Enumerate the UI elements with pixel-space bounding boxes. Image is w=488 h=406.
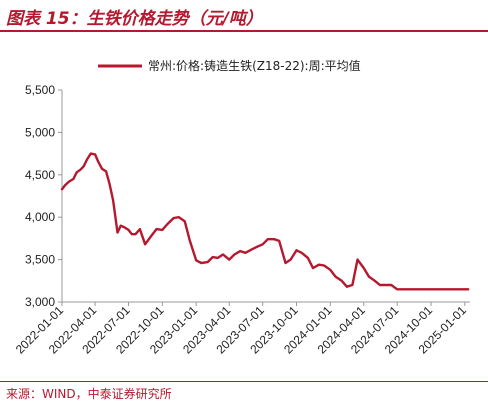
y-tick-label: 4,500: [25, 168, 55, 182]
data-point: [401, 288, 403, 290]
data-point: [72, 178, 74, 180]
y-tick-label: 4,000: [25, 210, 55, 224]
data-point: [131, 233, 133, 235]
data-point: [413, 288, 415, 290]
data-point: [64, 184, 66, 186]
data-point: [134, 233, 137, 235]
data-point: [408, 288, 410, 290]
series-line: [60, 152, 470, 291]
data-point: [233, 253, 235, 256]
data-point: [173, 217, 175, 219]
data-point: [251, 248, 253, 251]
data-point: [200, 262, 202, 264]
chart-title: 图表 15：生铁价格走势（元/吨）: [6, 9, 263, 29]
data-point: [228, 259, 230, 261]
data-point: [437, 288, 439, 290]
data-point: [139, 228, 141, 230]
data-point: [273, 238, 275, 240]
data-point: [301, 252, 303, 254]
data-point: [284, 262, 287, 264]
data-point: [318, 264, 320, 266]
data-point: [390, 284, 392, 286]
data-point: [424, 288, 426, 290]
data-point: [458, 288, 460, 290]
price-line-chart: 常州:价格:铸造生铁(Z18-22):周:平均值 3,000 3,500 4,000…: [13, 58, 470, 357]
data-point: [184, 220, 186, 223]
data-point: [452, 288, 455, 290]
title-divider: [0, 30, 488, 32]
y-tick-label: 5,000: [25, 125, 55, 139]
data-point: [206, 261, 209, 263]
data-point: [155, 228, 158, 230]
data-point: [178, 216, 180, 218]
data-point: [433, 288, 435, 290]
data-point: [334, 275, 337, 278]
data-point: [329, 269, 331, 271]
data-point: [79, 169, 81, 171]
data-point: [217, 257, 219, 259]
data-point: [105, 170, 107, 173]
data-point: [101, 168, 103, 170]
data-point: [346, 286, 348, 288]
x-axis-ticks: 2022-01-012022-04-012022-07-012022-10-01…: [13, 302, 469, 357]
data-point: [120, 225, 122, 227]
data-point: [195, 259, 197, 262]
data-point: [239, 250, 241, 252]
data-point: [150, 235, 152, 237]
data-point: [212, 256, 214, 258]
data-point: [144, 243, 146, 245]
data-point: [441, 288, 444, 290]
data-point: [385, 284, 387, 286]
data-point: [262, 243, 264, 245]
data-point: [374, 280, 376, 282]
legend: 常州:价格:铸造生铁(Z18-22):周:平均值: [98, 58, 361, 73]
data-point: [295, 249, 298, 251]
data-point: [166, 223, 169, 225]
source-divider: [0, 381, 488, 382]
data-point: [161, 229, 163, 231]
source-note: 来源：WIND，中泰证券研究所: [6, 387, 172, 401]
y-axis-ticks: 3,000 3,500 4,000 4,500 5,000 5,500: [25, 83, 62, 309]
data-point: [127, 229, 130, 231]
legend-label: 常州:价格:铸造生铁(Z18-22):周:平均值: [148, 58, 361, 73]
data-point: [90, 153, 92, 155]
data-point: [312, 267, 314, 269]
data-point: [446, 288, 449, 290]
data-point: [61, 188, 63, 190]
data-point: [467, 288, 469, 290]
data-point: [368, 275, 370, 278]
data-point: [356, 259, 359, 261]
data-point: [108, 182, 111, 184]
data-point: [290, 259, 292, 261]
y-tick-label: 3,000: [25, 295, 55, 309]
data-point: [430, 288, 432, 290]
y-tick-label: 5,500: [25, 83, 55, 97]
data-point: [379, 284, 381, 286]
data-point: [94, 153, 96, 156]
series-points: [61, 153, 469, 290]
data-point: [97, 161, 99, 163]
data-point: [351, 284, 353, 286]
data-point: [83, 165, 85, 167]
data-point: [464, 288, 466, 290]
data-point: [123, 226, 126, 228]
data-point: [396, 288, 398, 290]
data-point: [112, 199, 114, 201]
data-point: [278, 240, 280, 242]
data-point: [363, 267, 365, 269]
data-point: [244, 252, 247, 254]
data-point: [189, 240, 191, 242]
data-point: [86, 158, 88, 161]
data-point: [68, 180, 70, 183]
data-point: [116, 231, 119, 234]
data-point: [76, 171, 78, 173]
data-point: [267, 238, 269, 240]
data-point: [419, 288, 421, 290]
data-point: [256, 246, 258, 248]
data-point: [222, 253, 224, 256]
data-point: [307, 257, 309, 259]
y-tick-label: 3,500: [25, 253, 55, 267]
data-point: [323, 264, 325, 267]
data-point: [341, 280, 343, 282]
